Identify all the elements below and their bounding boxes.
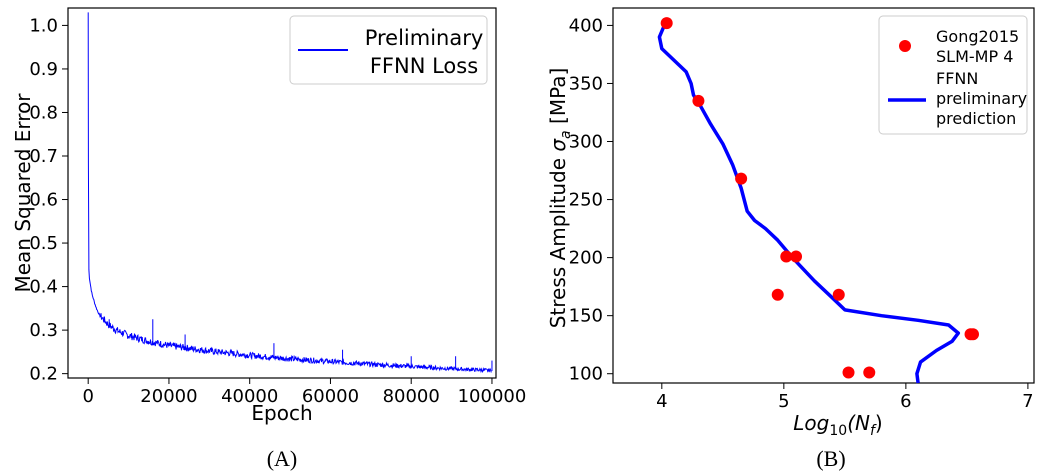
panel-a-plot-area — [87, 12, 493, 374]
panel-b-legend-s1-label-2: SLM-MP 4 — [936, 47, 1013, 66]
panel-a-legend-box — [289, 15, 488, 85]
panel-b-xlabel-close: ) — [875, 411, 883, 435]
panel-b-prediction-line — [657, 24, 961, 384]
panel-b-xlabel-base-sub: 10 — [829, 423, 847, 439]
panel-b-ytick-label: 300 — [569, 132, 603, 153]
panel-b-data-point — [790, 250, 803, 263]
panel-a-xtick-label: 40000 — [221, 386, 278, 407]
panel-b-data-point — [842, 366, 855, 379]
panel-a-ytick-label: 0.5 — [29, 233, 58, 254]
panel-a-ytick-label: 0.9 — [29, 59, 58, 80]
panel-b-xlabel: Log10(Nf) — [793, 411, 882, 439]
panel-a-legend-label-2: FFNN Loss — [370, 54, 478, 78]
panel-b-xtick-label: 5 — [778, 391, 789, 412]
panel-b-xlabel-open: (N — [847, 411, 870, 435]
panel-b-legend-s2-label-3: prediction — [936, 109, 1016, 128]
panel-a-ytick-label: 0.7 — [29, 146, 58, 167]
panel-b-ytick-label: 150 — [569, 306, 603, 327]
panel-a-xtick-label: 60000 — [302, 386, 359, 407]
panel-b-ylabel-symbol-sub: a — [558, 130, 574, 139]
caption-b: (B) — [816, 446, 845, 471]
panel-b-ytick-label: 250 — [569, 190, 603, 211]
panel-b-legend-marker-swatch — [899, 40, 911, 52]
panel-a-ytick-label: 0.4 — [29, 277, 58, 298]
panel-a-xtick-label: 20000 — [140, 386, 197, 407]
panel-b-ylabel-text: Stress Amplitude — [546, 152, 570, 329]
panel-b: 4 5 6 7 100 150 200 250 300 350 400 Log10(Nf) Stre… — [546, 7, 1035, 439]
panel-b-data-point — [692, 94, 705, 107]
panel-a-ytick-label: 0.3 — [29, 320, 58, 341]
panel-a-ylabel: Mean Squared Error — [11, 93, 35, 293]
caption-a: (A) — [267, 446, 298, 471]
panel-a-ytick-label: 0.6 — [29, 190, 58, 211]
panel-b-data-point — [660, 17, 673, 30]
panel-b-legend: Gong2015 SLM-MP 4 FFNN preliminary predi… — [878, 15, 1028, 135]
panel-a: 0 20000 40000 60000 80000 100000 0.2 0.3 0.4 0.5 0… — [11, 7, 526, 425]
panel-a-xtick-label: 80000 — [383, 386, 440, 407]
panel-b-ytick-label: 200 — [569, 248, 603, 269]
panel-b-data-point — [966, 328, 979, 341]
panel-b-frame — [612, 7, 1035, 384]
panel-b-data-point — [771, 288, 784, 301]
panel-b-xlabel-arg-sub: f — [870, 423, 877, 439]
panel-a-ticks: 0 20000 40000 60000 80000 100000 0.2 0.3 0.4 0.5 0… — [29, 15, 526, 407]
panel-b-ytick-label: 400 — [569, 15, 603, 36]
panel-b-ylabel-symbol: σ — [546, 138, 570, 152]
panel-a-ytick-label: 0.2 — [29, 364, 58, 385]
panel-b-legend-s2-label-2: preliminary — [936, 89, 1027, 108]
panel-a-loss-line — [87, 12, 492, 374]
panel-a-xlabel: Epoch — [251, 401, 312, 425]
panel-b-xlabel-base: Log — [793, 411, 829, 435]
panel-a-legend-label-1: Preliminary — [365, 26, 484, 50]
panel-a-legend: Preliminary FFNN Loss — [289, 15, 488, 85]
panel-a-xtick-label: 100000 — [458, 386, 527, 407]
panel-b-ylabel: Stress Amplitude σa [MPa] — [546, 68, 574, 329]
panel-b-data-point — [780, 250, 793, 263]
panel-a-ytick-label: 0.8 — [29, 102, 58, 123]
panel-b-legend-box — [878, 15, 1028, 135]
panel-b-legend-s2-label-1: FFNN — [936, 69, 978, 88]
panel-b-plot-area — [657, 17, 979, 384]
panel-b-ylabel-unit: [MPa] — [546, 68, 570, 131]
panel-b-xtick-label: 7 — [1022, 391, 1033, 412]
panel-b-ytick-label: 100 — [569, 364, 603, 385]
panel-b-data-point — [863, 366, 876, 379]
panel-a-frame — [67, 7, 497, 379]
panel-b-ticks: 4 5 6 7 100 150 200 250 300 350 400 — [569, 15, 1034, 412]
panel-b-ytick-label: 350 — [569, 73, 603, 94]
panel-a-ytick-label: 1.0 — [29, 15, 58, 36]
panel-b-xtick-label: 4 — [656, 391, 667, 412]
panel-b-data-point — [832, 288, 845, 301]
panel-b-legend-s1-label-1: Gong2015 — [936, 27, 1019, 46]
panel-a-xtick-label: 0 — [82, 386, 93, 407]
panel-b-xtick-label: 6 — [900, 391, 911, 412]
panel-b-data-point — [735, 172, 748, 185]
